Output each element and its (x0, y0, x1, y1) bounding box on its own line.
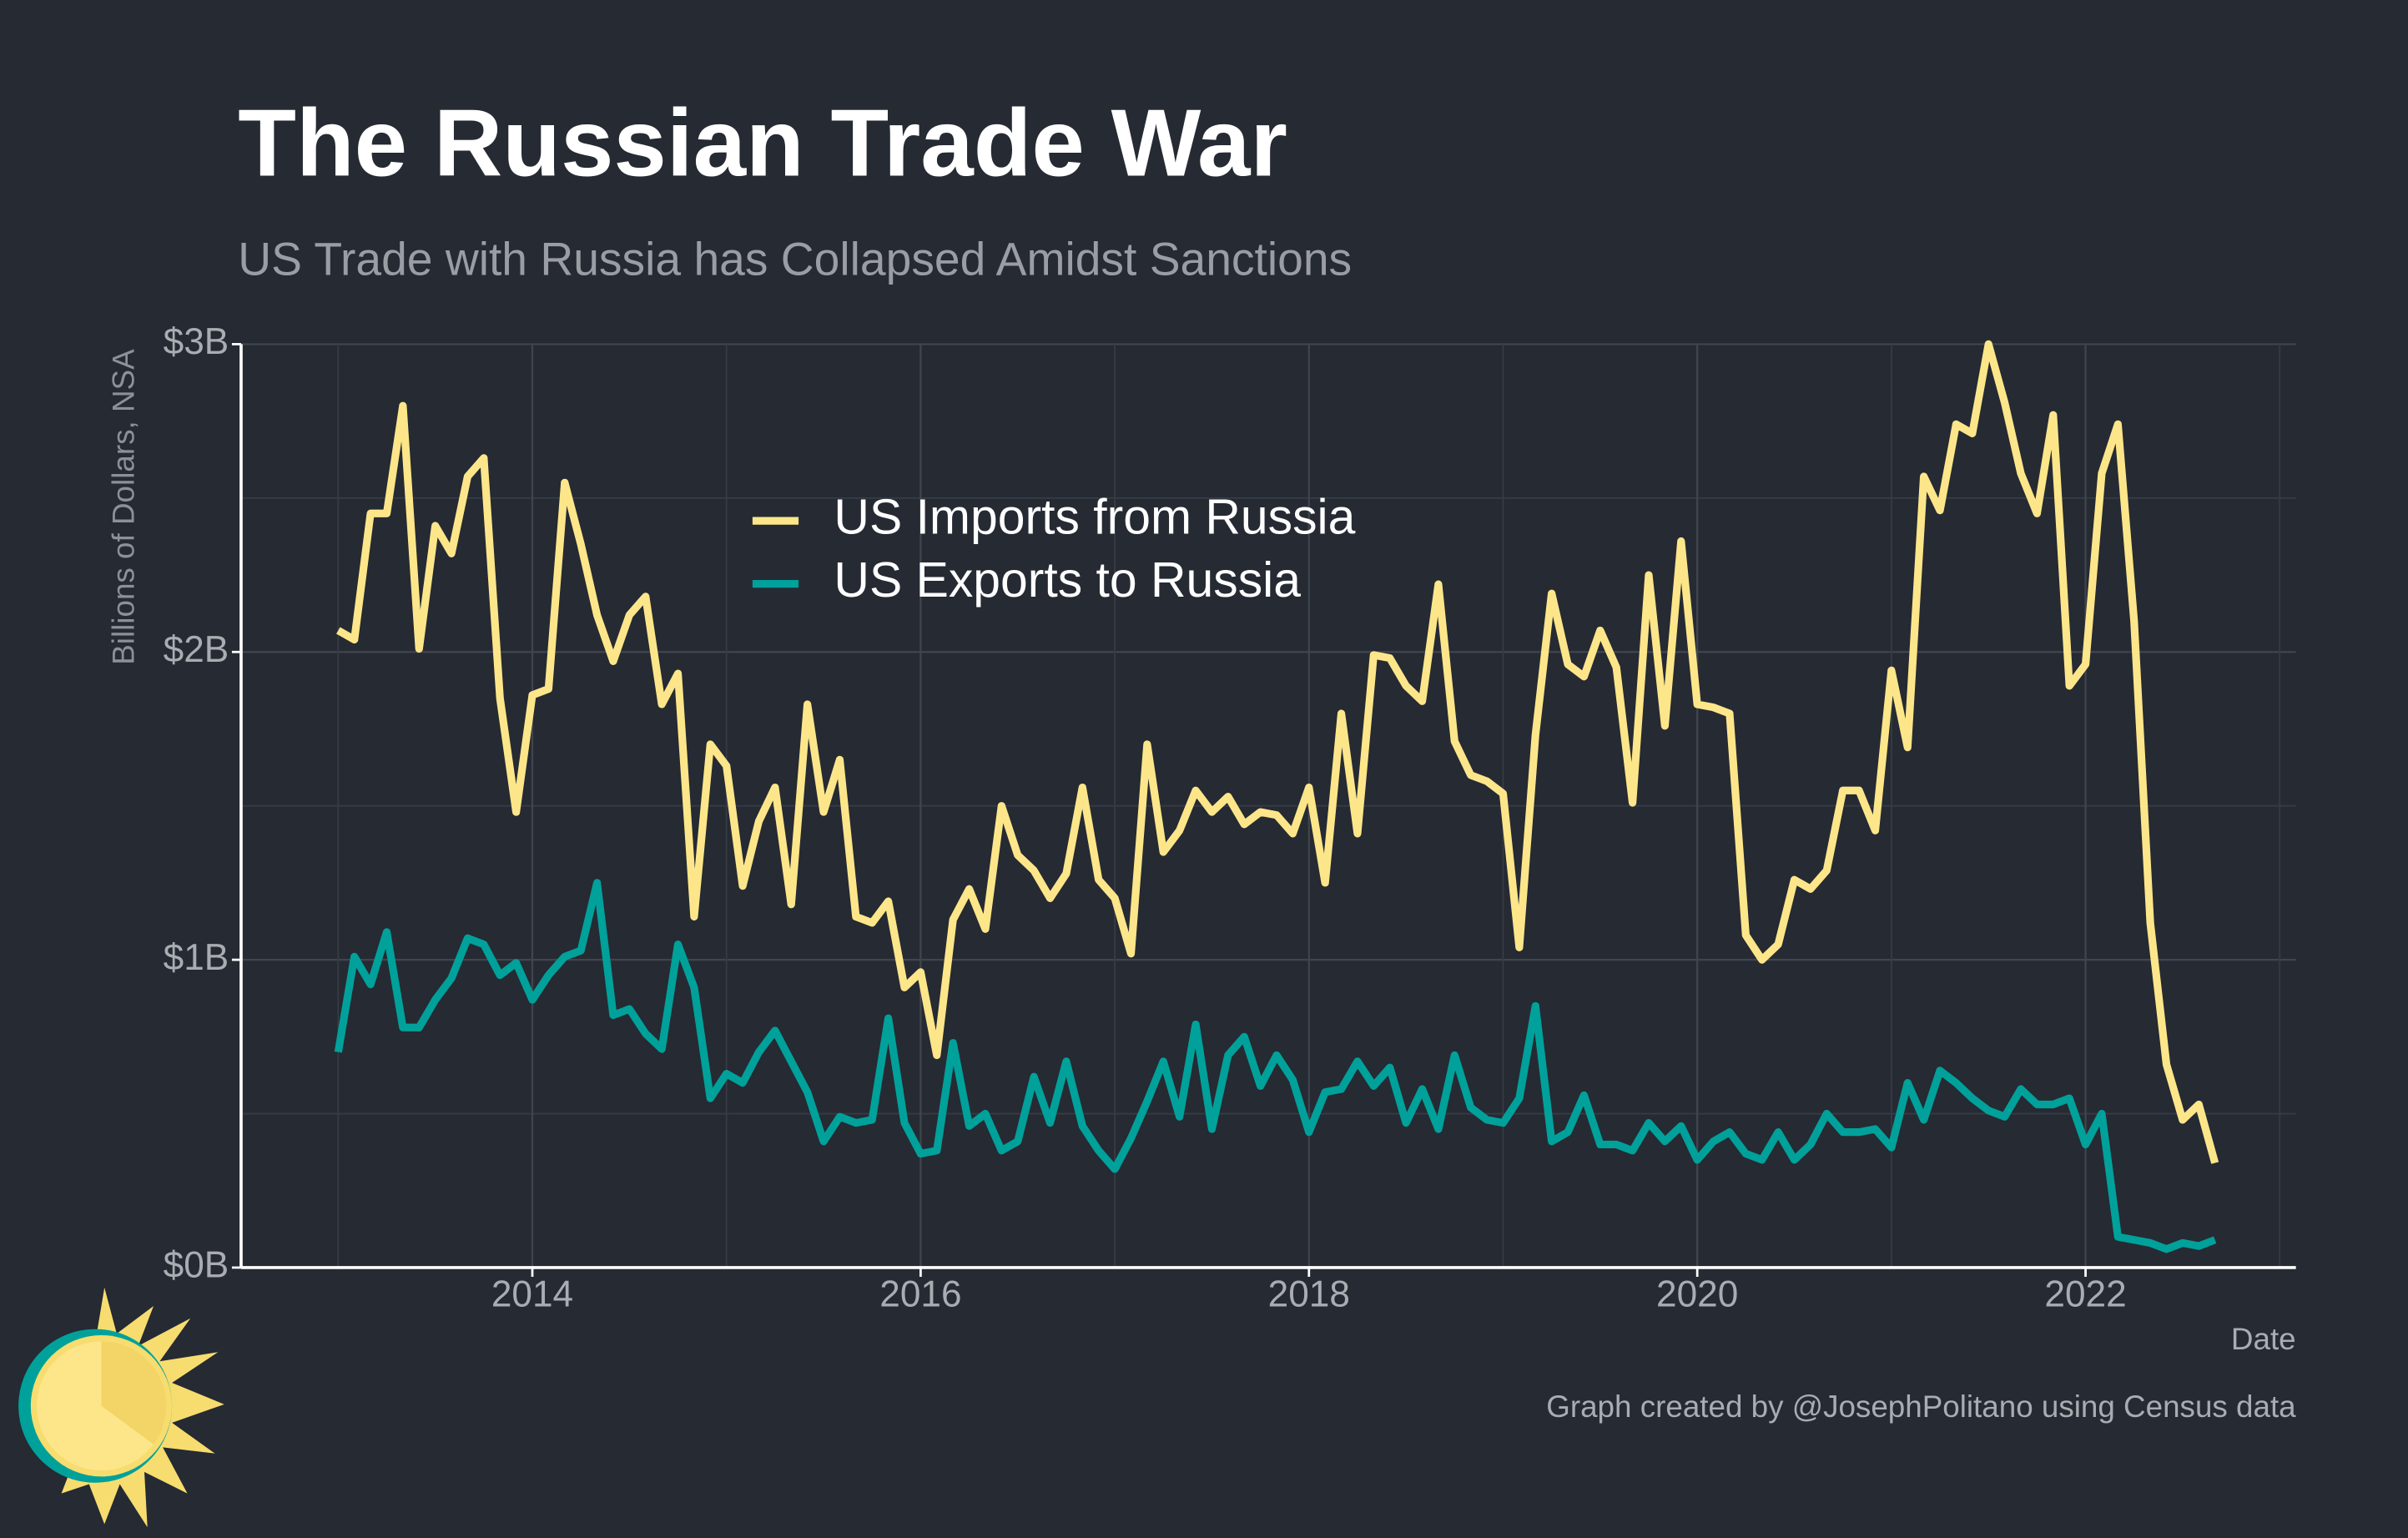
chart-title: The Russian Trade War (238, 91, 1287, 197)
series-line (334, 879, 2217, 1253)
x-tick-label: 2018 (1268, 1274, 1350, 1315)
y-tick-label: $0B (164, 1245, 229, 1286)
y-tick-label: $3B (164, 321, 229, 362)
x-axis-label: Date (2231, 1322, 2296, 1356)
series-line (336, 340, 2219, 1164)
x-tick-label: 2016 (879, 1274, 961, 1315)
x-tick-label: 2022 (2044, 1274, 2126, 1315)
logo (18, 1287, 224, 1528)
legend-label: US Exports to Russia (834, 553, 1301, 608)
y-tick-label: $1B (164, 937, 229, 978)
x-tick-label: 2014 (491, 1274, 573, 1315)
x-tick-label: 2020 (1656, 1274, 1738, 1315)
legend-label: US Imports from Russia (834, 491, 1355, 545)
caption: Graph created by @JosephPolitano using C… (1546, 1389, 2296, 1424)
chart-subtitle: US Trade with Russia has Collapsed Amids… (238, 233, 1352, 285)
y-tick-label: $2B (164, 629, 229, 670)
y-axis-label: Billions of Dollars, NSA (107, 349, 141, 665)
